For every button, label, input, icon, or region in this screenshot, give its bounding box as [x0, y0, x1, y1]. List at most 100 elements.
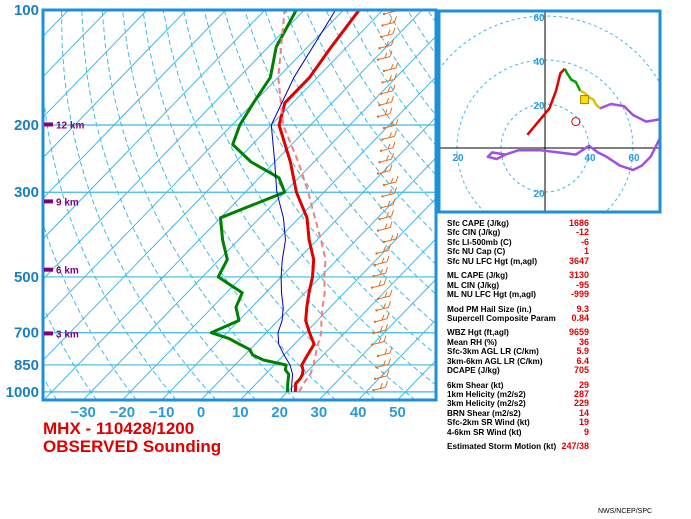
param-row: Sfc CAPE (J/kg) 1686 — [447, 218, 589, 228]
wetbulb-line — [270, 10, 337, 392]
temperature-tick-label: −30 — [70, 404, 95, 421]
param-label: Sfc NU LFC Hgt (m,agl) — [447, 256, 538, 266]
sounding-type: OBSERVED Sounding — [43, 437, 222, 456]
wind-barb — [375, 301, 391, 312]
isotherm — [43, 10, 423, 400]
pressure-tick-label: 500 — [14, 269, 39, 286]
param-row: Sfc NU LFC Hgt (m,agl) 3647 — [447, 255, 589, 266]
dry-adiabat — [162, 10, 416, 400]
dry-adiabat — [122, 10, 336, 400]
dry-adiabat — [264, 10, 436, 265]
param-value: 36 — [578, 336, 589, 347]
param-label: ML CIN (J/kg) — [447, 280, 500, 290]
pressure-tick-label: 1000 — [6, 384, 39, 401]
dry-adiabat — [61, 10, 217, 400]
station-id-time: MHX - 110428/1200 — [43, 419, 195, 438]
isotherm — [239, 197, 436, 400]
wind-barb — [373, 369, 390, 380]
dry-adiabat — [325, 10, 436, 176]
param-label: Sfc LI-500mb (C) — [447, 237, 512, 247]
param-row: 3km-6km AGL LR (C/km) 6.4 — [447, 355, 589, 366]
dewpoint-line — [209, 10, 298, 392]
param-value: 3130 — [568, 270, 589, 281]
param-value: 705 — [573, 365, 589, 376]
pressure-tick-label: 300 — [14, 184, 39, 201]
wind-barb — [376, 221, 393, 232]
param-row: Sfc CIN (J/kg) -12 — [447, 227, 589, 238]
height-marker — [44, 267, 53, 272]
isotherm — [43, 10, 148, 118]
param-row: ML NU LFC Hgt (m,agl) -999 — [447, 289, 589, 300]
wind-barb — [372, 381, 388, 392]
dry-adiabat — [81, 10, 257, 400]
dry-adiabat — [183, 10, 436, 386]
param-value: -999 — [570, 289, 589, 300]
wind-barb — [379, 27, 396, 38]
temperature-tick-label: −20 — [110, 404, 135, 421]
param-label: 3km-6km AGL LR (C/km) — [447, 356, 543, 366]
skewt-plot-area — [43, 10, 436, 400]
param-row: Sfc-3km AGL LR (C/km) 5.9 — [447, 346, 589, 357]
wind-barb — [382, 61, 399, 73]
param-row: 1km Helicity (m2/s2) 287 — [447, 389, 589, 399]
param-value: 5.9 — [576, 346, 589, 357]
param-row: DCAPE (J/kg) 705 — [447, 365, 589, 376]
wind-barb — [381, 16, 397, 27]
station-title: MHX - 110428/1200 OBSERVED Sounding — [43, 420, 221, 456]
param-value: -12 — [575, 227, 589, 238]
isotherm — [43, 10, 344, 321]
param-value: 9.3 — [576, 303, 589, 314]
dry-adiabat — [43, 305, 97, 400]
param-value: 9 — [583, 426, 589, 437]
isotherm — [43, 10, 187, 159]
wind-barb — [376, 107, 393, 118]
param-label: WBZ Hgt (ft,agl) — [447, 328, 509, 338]
isotherm — [43, 10, 226, 199]
param-value: 3647 — [568, 255, 589, 266]
isotherm — [43, 10, 266, 240]
wind-barb — [378, 153, 394, 164]
height-label: 3 km — [56, 329, 79, 340]
param-label: Mod PM Hail Size (in.) — [447, 304, 532, 314]
param-row: BRN Shear (m2/s2) 14 — [447, 408, 589, 418]
param-row: Sfc LI-500mb (C) -6 — [447, 237, 589, 247]
param-label: Estimated Storm Motion (kt) — [447, 442, 557, 452]
wind-barb — [379, 84, 396, 96]
param-value: -95 — [575, 279, 589, 290]
dry-adiabat — [43, 86, 177, 400]
temperature-line — [277, 10, 361, 392]
param-value: 287 — [573, 389, 589, 399]
param-value: 247/38 — [561, 441, 589, 452]
param-row: 3km Helicity (m2/s2) 229 — [447, 398, 589, 408]
param-value: 6.4 — [576, 355, 589, 366]
credit-label: NWS/NCEP/SPC — [598, 508, 653, 515]
wind-barb — [381, 187, 397, 198]
wind-barb — [370, 278, 387, 289]
param-row: Sfc-2km SR Wind (kt) 19 — [447, 417, 589, 427]
param-row: Mod PM Hail Size (in.) 9.3 — [447, 303, 589, 314]
param-row: Sfc NU Cap (C) 1 — [447, 246, 589, 256]
pressure-tick-label: 100 — [14, 2, 39, 19]
wind-barb — [372, 324, 388, 335]
wind-barb — [381, 73, 397, 84]
param-label: Sfc CAPE (J/kg) — [447, 219, 509, 228]
height-marker — [44, 122, 53, 127]
isotherm — [357, 319, 436, 400]
wind-barb — [382, 175, 399, 187]
param-row: ML CIN (J/kg) -95 — [447, 279, 589, 290]
wind-barb — [379, 141, 396, 152]
param-label: Mean RH (%) — [447, 337, 498, 347]
param-label: ML NU LFC Hgt (m,agl) — [447, 290, 536, 300]
height-marker — [44, 331, 53, 336]
pressure-tick-label: 700 — [14, 325, 39, 342]
isotherm — [43, 10, 109, 78]
height-label: 12 km — [56, 120, 84, 131]
temperature-tick-label: 30 — [311, 404, 328, 421]
wind-barb — [370, 335, 387, 346]
param-row: 6km Shear (kt) 29 — [447, 380, 589, 390]
height-label: 6 km — [56, 266, 79, 277]
wind-barb — [376, 50, 393, 61]
pressure-tick-label: 200 — [14, 117, 39, 134]
wind-barb — [381, 130, 397, 141]
